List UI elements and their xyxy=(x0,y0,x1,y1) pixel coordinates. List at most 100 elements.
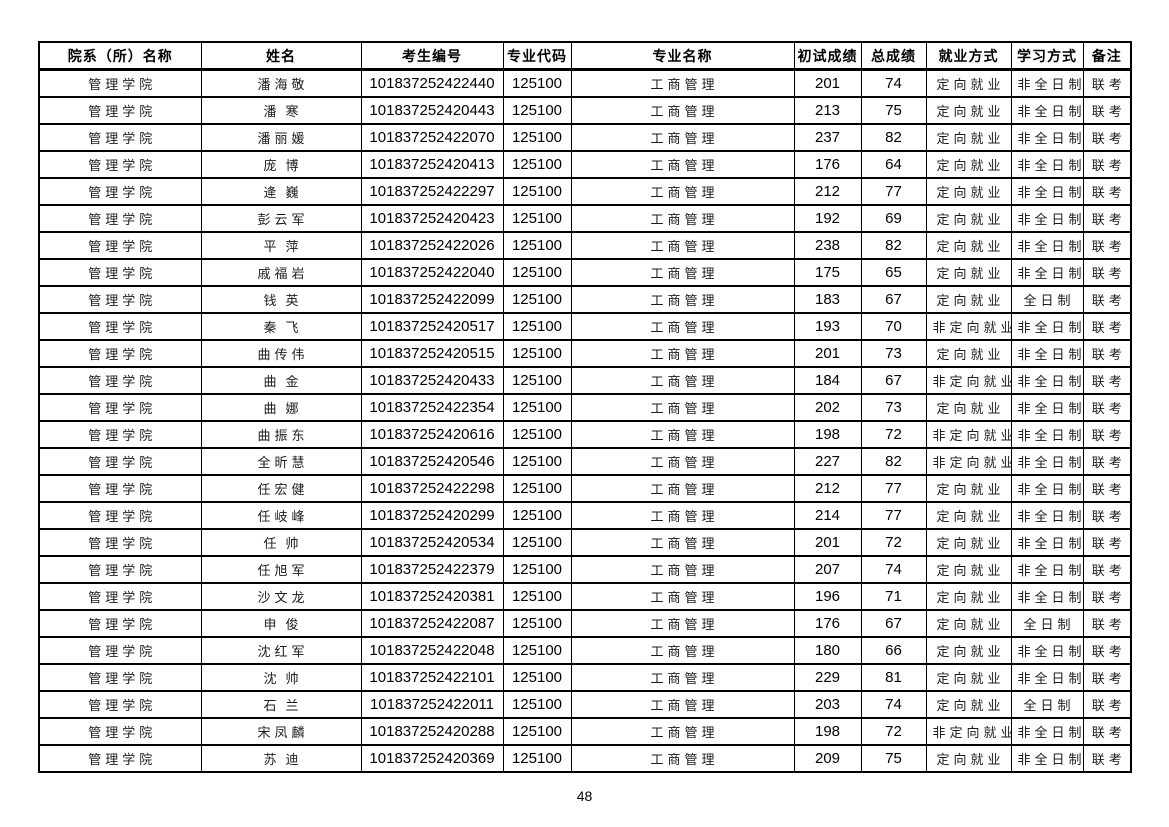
cell-major_name: 工商管理 xyxy=(570,717,795,746)
cell-major_code: 125100 xyxy=(502,636,572,665)
cell-study_mode: 非全日制 xyxy=(1010,420,1084,449)
cell-employment: 非定向就业 xyxy=(925,312,1012,341)
table-row: 管理学院 潘寒 101837252420443 125100 工商管理 213 75 定向就业… xyxy=(38,96,1132,125)
cell-total_score: 71 xyxy=(860,582,927,611)
cell-name: 沈帅 xyxy=(200,663,362,692)
table-row: 管理学院 沙文龙 101837252420381 125100 工商管理 196 71 定向就… xyxy=(38,582,1132,611)
cell-major_code: 125100 xyxy=(502,582,572,611)
column-header-study_mode: 学习方式 xyxy=(1010,41,1084,71)
cell-remark: 联考 xyxy=(1082,447,1132,476)
cell-major_name: 工商管理 xyxy=(570,420,795,449)
cell-study_mode: 非全日制 xyxy=(1010,231,1084,260)
cell-major_name: 工商管理 xyxy=(570,555,795,584)
cell-major_name: 工商管理 xyxy=(570,366,795,395)
cell-initial_score: 175 xyxy=(793,258,862,287)
cell-remark: 联考 xyxy=(1082,366,1132,395)
cell-name: 任帅 xyxy=(200,528,362,557)
cell-major_code: 125100 xyxy=(502,123,572,152)
cell-candidate_no: 101837252420616 xyxy=(360,420,504,449)
column-header-dept: 院系（所）名称 xyxy=(38,41,202,71)
cell-major_code: 125100 xyxy=(502,690,572,719)
cell-major_name: 工商管理 xyxy=(570,150,795,179)
cell-total_score: 74 xyxy=(860,68,927,98)
cell-candidate_no: 101837252420517 xyxy=(360,312,504,341)
cell-remark: 联考 xyxy=(1082,528,1132,557)
cell-study_mode: 非全日制 xyxy=(1010,204,1084,233)
cell-initial_score: 176 xyxy=(793,150,862,179)
cell-major_code: 125100 xyxy=(502,393,572,422)
cell-study_mode: 全日制 xyxy=(1010,609,1084,638)
cell-study_mode: 非全日制 xyxy=(1010,123,1084,152)
cell-employment: 定向就业 xyxy=(925,204,1012,233)
cell-dept: 管理学院 xyxy=(38,393,202,422)
cell-study_mode: 非全日制 xyxy=(1010,555,1084,584)
cell-initial_score: 213 xyxy=(793,96,862,125)
cell-candidate_no: 101837252422440 xyxy=(360,68,504,98)
cell-initial_score: 201 xyxy=(793,68,862,98)
cell-candidate_no: 101837252422101 xyxy=(360,663,504,692)
cell-major_name: 工商管理 xyxy=(570,636,795,665)
header-row: 院系（所）名称 姓名 考生编号 专业代码 专业名称 初试成绩 总成绩 就业方式 学习方式 备注 xyxy=(38,41,1132,71)
table-row: 管理学院 逄巍 101837252422297 125100 工商管理 212 77 定向就业… xyxy=(38,177,1132,206)
cell-major_name: 工商管理 xyxy=(570,663,795,692)
table-row: 管理学院 苏迪 101837252420369 125100 工商管理 209 75 定向就业… xyxy=(38,744,1132,773)
cell-name: 申俊 xyxy=(200,609,362,638)
cell-employment: 定向就业 xyxy=(925,744,1012,773)
cell-total_score: 72 xyxy=(860,528,927,557)
cell-employment: 定向就业 xyxy=(925,177,1012,206)
cell-candidate_no: 101837252420546 xyxy=(360,447,504,476)
cell-major_code: 125100 xyxy=(502,204,572,233)
cell-major_code: 125100 xyxy=(502,177,572,206)
cell-dept: 管理学院 xyxy=(38,717,202,746)
cell-initial_score: 214 xyxy=(793,501,862,530)
cell-employment: 非定向就业 xyxy=(925,420,1012,449)
cell-name: 沙文龙 xyxy=(200,582,362,611)
cell-remark: 联考 xyxy=(1082,717,1132,746)
cell-employment: 定向就业 xyxy=(925,68,1012,98)
cell-initial_score: 176 xyxy=(793,609,862,638)
table-row: 管理学院 申俊 101837252422087 125100 工商管理 176 67 定向就业… xyxy=(38,609,1132,638)
cell-employment: 定向就业 xyxy=(925,339,1012,368)
table-row: 管理学院 庞博 101837252420413 125100 工商管理 176 64 定向就业… xyxy=(38,150,1132,179)
cell-candidate_no: 101837252422298 xyxy=(360,474,504,503)
cell-total_score: 77 xyxy=(860,501,927,530)
cell-dept: 管理学院 xyxy=(38,636,202,665)
cell-study_mode: 非全日制 xyxy=(1010,258,1084,287)
table-row: 管理学院 曲娜 101837252422354 125100 工商管理 202 73 定向就业… xyxy=(38,393,1132,422)
cell-major_name: 工商管理 xyxy=(570,285,795,314)
cell-total_score: 73 xyxy=(860,393,927,422)
cell-dept: 管理学院 xyxy=(38,96,202,125)
cell-initial_score: 207 xyxy=(793,555,862,584)
cell-major_name: 工商管理 xyxy=(570,312,795,341)
cell-employment: 定向就业 xyxy=(925,609,1012,638)
column-header-major_code: 专业代码 xyxy=(502,41,572,71)
cell-total_score: 73 xyxy=(860,339,927,368)
cell-study_mode: 全日制 xyxy=(1010,690,1084,719)
table-row: 管理学院 戚福岩 101837252422040 125100 工商管理 175 65 定向就… xyxy=(38,258,1132,287)
cell-employment: 定向就业 xyxy=(925,636,1012,665)
cell-initial_score: 193 xyxy=(793,312,862,341)
cell-major_code: 125100 xyxy=(502,150,572,179)
cell-major_name: 工商管理 xyxy=(570,609,795,638)
cell-remark: 联考 xyxy=(1082,258,1132,287)
cell-dept: 管理学院 xyxy=(38,150,202,179)
table-row: 管理学院 全昕慧 101837252420546 125100 工商管理 227 82 非定向… xyxy=(38,447,1132,476)
cell-dept: 管理学院 xyxy=(38,420,202,449)
cell-dept: 管理学院 xyxy=(38,231,202,260)
cell-initial_score: 202 xyxy=(793,393,862,422)
cell-dept: 管理学院 xyxy=(38,582,202,611)
cell-remark: 联考 xyxy=(1082,663,1132,692)
cell-employment: 定向就业 xyxy=(925,96,1012,125)
cell-employment: 定向就业 xyxy=(925,231,1012,260)
table-row: 管理学院 平萍 101837252422026 125100 工商管理 238 82 定向就业… xyxy=(38,231,1132,260)
cell-name: 任岐峰 xyxy=(200,501,362,530)
cell-remark: 联考 xyxy=(1082,690,1132,719)
cell-study_mode: 非全日制 xyxy=(1010,393,1084,422)
table-row: 管理学院 任岐峰 101837252420299 125100 工商管理 214 77 定向就… xyxy=(38,501,1132,530)
cell-major_code: 125100 xyxy=(502,717,572,746)
cell-name: 全昕慧 xyxy=(200,447,362,476)
cell-study_mode: 非全日制 xyxy=(1010,636,1084,665)
cell-candidate_no: 101837252422048 xyxy=(360,636,504,665)
cell-remark: 联考 xyxy=(1082,555,1132,584)
cell-initial_score: 198 xyxy=(793,420,862,449)
